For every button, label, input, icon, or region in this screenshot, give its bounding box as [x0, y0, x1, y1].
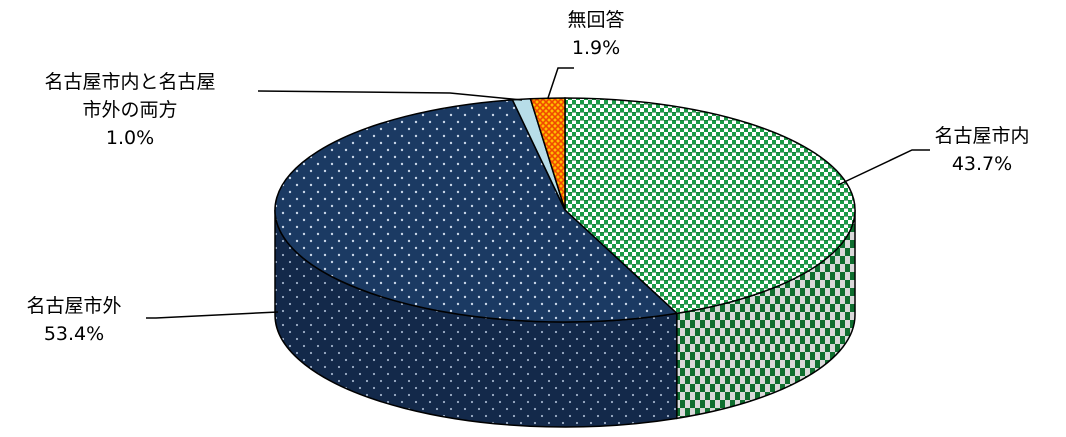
slice-nagoya-outside	[274, 99, 679, 323]
slice-no-answer	[529, 97, 566, 211]
slice-label-text: 名古屋市内	[934, 125, 1030, 147]
slice-label-no-answer: 無回答 1.9%	[546, 6, 646, 62]
slice-label-value: 1.0%	[105, 127, 155, 149]
slice-nagoya-inside	[564, 97, 856, 315]
slice-label-text: 名古屋市外	[26, 295, 122, 317]
leader-line-slice-both	[257, 90, 523, 101]
slice-label-text: 無回答	[567, 9, 625, 31]
slice-label-both: 名古屋市内と名古屋 市外の両方 1.0%	[0, 68, 265, 152]
slice-label-nagoya-outside: 名古屋市外 53.4%	[4, 292, 144, 348]
slice-label-value: 53.4%	[43, 323, 105, 345]
slice-label-value: 1.9%	[571, 37, 621, 59]
slice-label-nagoya-inside: 名古屋市内 43.7%	[912, 122, 1052, 178]
slice-label-text-line1: 名古屋市内と名古屋	[44, 71, 216, 93]
slice-label-value: 43.7%	[951, 153, 1013, 175]
leader-line-slice-nagoya-outside	[146, 311, 279, 319]
leader-line-slice-nagoya-inside	[837, 149, 930, 186]
leader-line-slice-no-answer	[547, 67, 574, 99]
slice-label-text-line2: 市外の両方	[82, 99, 178, 121]
